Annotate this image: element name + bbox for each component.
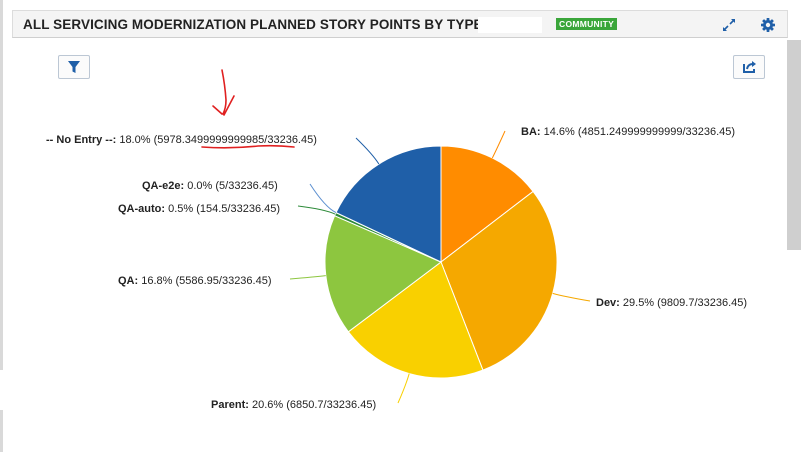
annotation-arrow: [212, 69, 235, 116]
slice-label: -- No Entry --: 18.0% (5978.349999999998…: [46, 134, 317, 146]
pie-slice-dev[interactable]: [440, 190, 558, 371]
leader-line: [355, 137, 380, 165]
scrollbar[interactable]: [787, 40, 801, 250]
leader-line: [289, 275, 326, 280]
slice-label: Parent: 20.6% (6850.7/33236.45): [211, 399, 376, 411]
leader-line: [309, 183, 337, 214]
filter-icon: [68, 61, 80, 73]
slice-label: QA: 16.8% (5586.95/33236.45): [118, 275, 272, 287]
slice-label: QA-e2e: 0.0% (5/33236.45): [142, 180, 278, 192]
export-icon: [743, 61, 756, 73]
leader-line: [491, 130, 506, 159]
left-edge-strip: [0, 0, 3, 452]
expand-arrows-icon[interactable]: [720, 16, 738, 34]
leader-line: [397, 373, 410, 404]
left-edge-gap: [0, 370, 3, 410]
panel-header: ALL SERVICING MODERNIZATION PLANNED STOR…: [12, 10, 788, 38]
slice-label: BA: 14.6% (4851.249999999999/33236.45): [521, 126, 735, 138]
export-button[interactable]: [733, 55, 765, 79]
title-redaction: [478, 17, 542, 33]
slice-label: Dev: 29.5% (9809.7/33236.45): [596, 297, 747, 309]
leader-line: [552, 292, 591, 302]
annotation-underline: [201, 144, 295, 149]
pie-slice-parent[interactable]: [347, 261, 484, 379]
pie-slice-qa[interactable]: [324, 215, 442, 333]
panel-title: ALL SERVICING MODERNIZATION PLANNED STOR…: [23, 17, 483, 32]
leader-line: [297, 205, 336, 215]
handwritten-annotation: [201, 69, 295, 149]
pie-slice-no-entry[interactable]: [335, 145, 442, 263]
filter-button[interactable]: [58, 55, 90, 79]
slice-label: QA-auto: 0.5% (154.5/33236.45): [118, 203, 280, 215]
community-badge: COMMUNITY: [556, 18, 618, 30]
gear-icon[interactable]: [759, 16, 777, 34]
